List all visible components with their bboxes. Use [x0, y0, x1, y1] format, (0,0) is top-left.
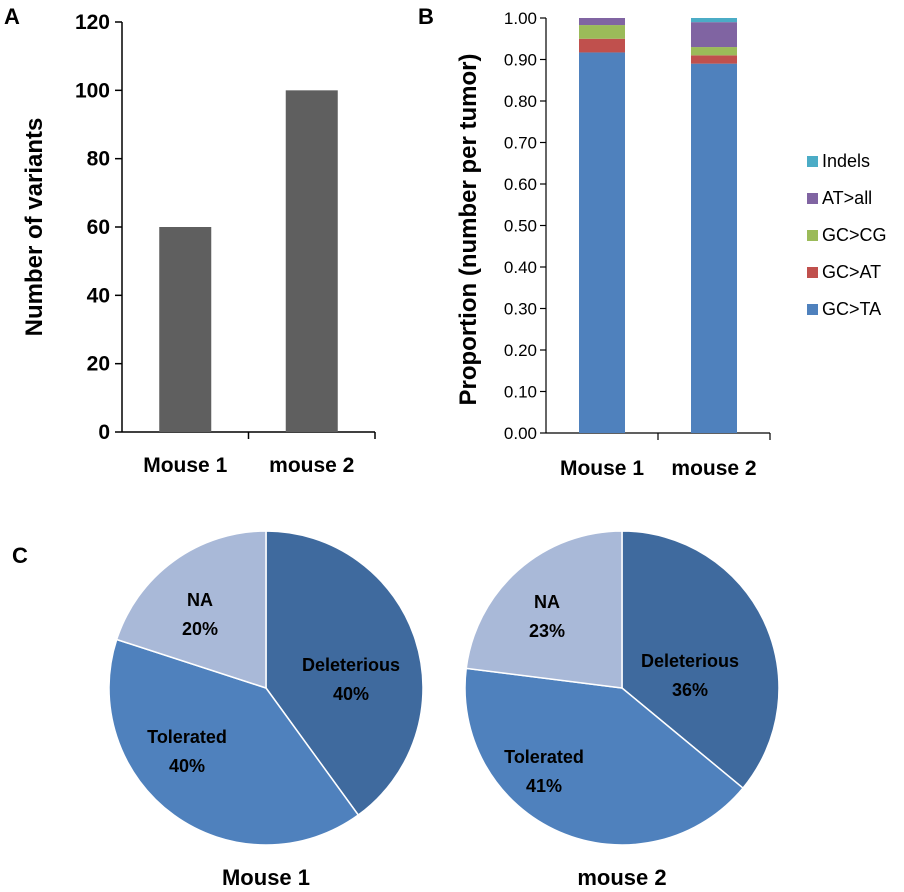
bar-segment	[691, 22, 737, 48]
y-tick-label: 0.50	[504, 217, 537, 236]
pie-slice-percent: 40%	[333, 684, 369, 704]
legend-swatch	[807, 193, 818, 204]
panel-letter-c: C	[12, 543, 28, 568]
y-tick-label: 20	[87, 353, 110, 376]
legend-swatch	[807, 304, 818, 315]
pie-slice	[465, 530, 623, 689]
x-tick-label: Mouse 1	[143, 454, 227, 477]
y-tick-label: 0.60	[504, 175, 537, 194]
legend-swatch	[807, 230, 818, 241]
bar-segment	[691, 63, 737, 434]
pie-title: Mouse 1	[222, 865, 310, 890]
legend-swatch	[807, 156, 818, 167]
y-tick-label: 100	[75, 79, 110, 102]
y-axis-label: Number of variants	[21, 118, 48, 337]
legend-label: Indels	[822, 151, 870, 171]
y-tick-label: 80	[87, 148, 110, 171]
bar-segment	[579, 25, 625, 39]
pie-slice-percent: 41%	[526, 776, 562, 796]
x-tick-label: mouse 2	[269, 454, 354, 477]
y-tick-label: 1.00	[504, 9, 537, 28]
stacked-bar-chart-proportion: 0.00 0.10 0.20 0.30 0.40 0.50 0.60 0.70 0.80 0.90…	[455, 9, 887, 480]
y-tick-label: 0	[98, 421, 110, 444]
bar-segment	[579, 18, 625, 26]
pie-slice	[115, 530, 267, 690]
pie-slice-name: Tolerated	[504, 747, 584, 767]
legend-label: GC>CG	[822, 225, 887, 245]
legend: Indels AT>all GC>CG GC>AT GC>TA	[807, 151, 887, 319]
y-tick-label: 0.00	[504, 424, 537, 443]
pie-charts-prediction: Deleterious 40% Tolerated 40% NA 20% Mouse 1 De…	[108, 530, 780, 890]
pie-slice-percent: 20%	[182, 619, 218, 639]
y-axis-label: Proportion (number per tumor)	[455, 54, 482, 406]
y-tick-label: 0.90	[504, 51, 537, 70]
legend-label: GC>TA	[822, 299, 881, 319]
y-tick-label: 0.70	[504, 134, 537, 153]
pie-slice-name: NA	[534, 592, 560, 612]
panel-letter-b: B	[418, 4, 434, 29]
bar	[159, 227, 212, 432]
y-tick-label: 0.80	[504, 92, 537, 111]
pie-slice-percent: 23%	[529, 621, 565, 641]
y-tick-label: 0.40	[504, 258, 537, 277]
pie-slice	[621, 530, 780, 790]
pie-slice-name: Tolerated	[147, 727, 227, 747]
bar-segment	[691, 55, 737, 64]
pie-slice	[464, 667, 745, 846]
panel-letter-a: A	[4, 4, 20, 29]
bar-chart-variants: 0 20 40 60 80 100 120 Mouse 1 mouse 2 Number of v…	[21, 11, 376, 477]
pie-slice	[265, 530, 424, 817]
pie-title: mouse 2	[577, 865, 666, 890]
pie-slice-percent: 40%	[169, 756, 205, 776]
y-tick-label: 0.20	[504, 341, 537, 360]
bar-segment	[579, 38, 625, 53]
legend-label: GC>AT	[822, 262, 881, 282]
bar-segment	[579, 52, 625, 433]
y-tick-label: 120	[75, 11, 110, 34]
y-tick-label: 60	[87, 216, 110, 239]
pie-slice-name: Deleterious	[641, 651, 739, 671]
pie-slice-name: Deleterious	[302, 655, 400, 675]
bar-segment	[691, 47, 737, 56]
y-tick-label: 40	[87, 284, 110, 307]
pie-slice-name: NA	[187, 590, 213, 610]
pie-slice-percent: 36%	[672, 680, 708, 700]
bar-segment	[691, 18, 737, 23]
x-tick-label: Mouse 1	[560, 457, 644, 480]
pie-slice	[108, 638, 360, 846]
legend-label: AT>all	[822, 188, 872, 208]
y-tick-label: 0.10	[504, 383, 537, 402]
y-tick-label: 0.30	[504, 300, 537, 319]
bar	[285, 90, 338, 432]
x-tick-label: mouse 2	[671, 457, 756, 480]
legend-swatch	[807, 267, 818, 278]
